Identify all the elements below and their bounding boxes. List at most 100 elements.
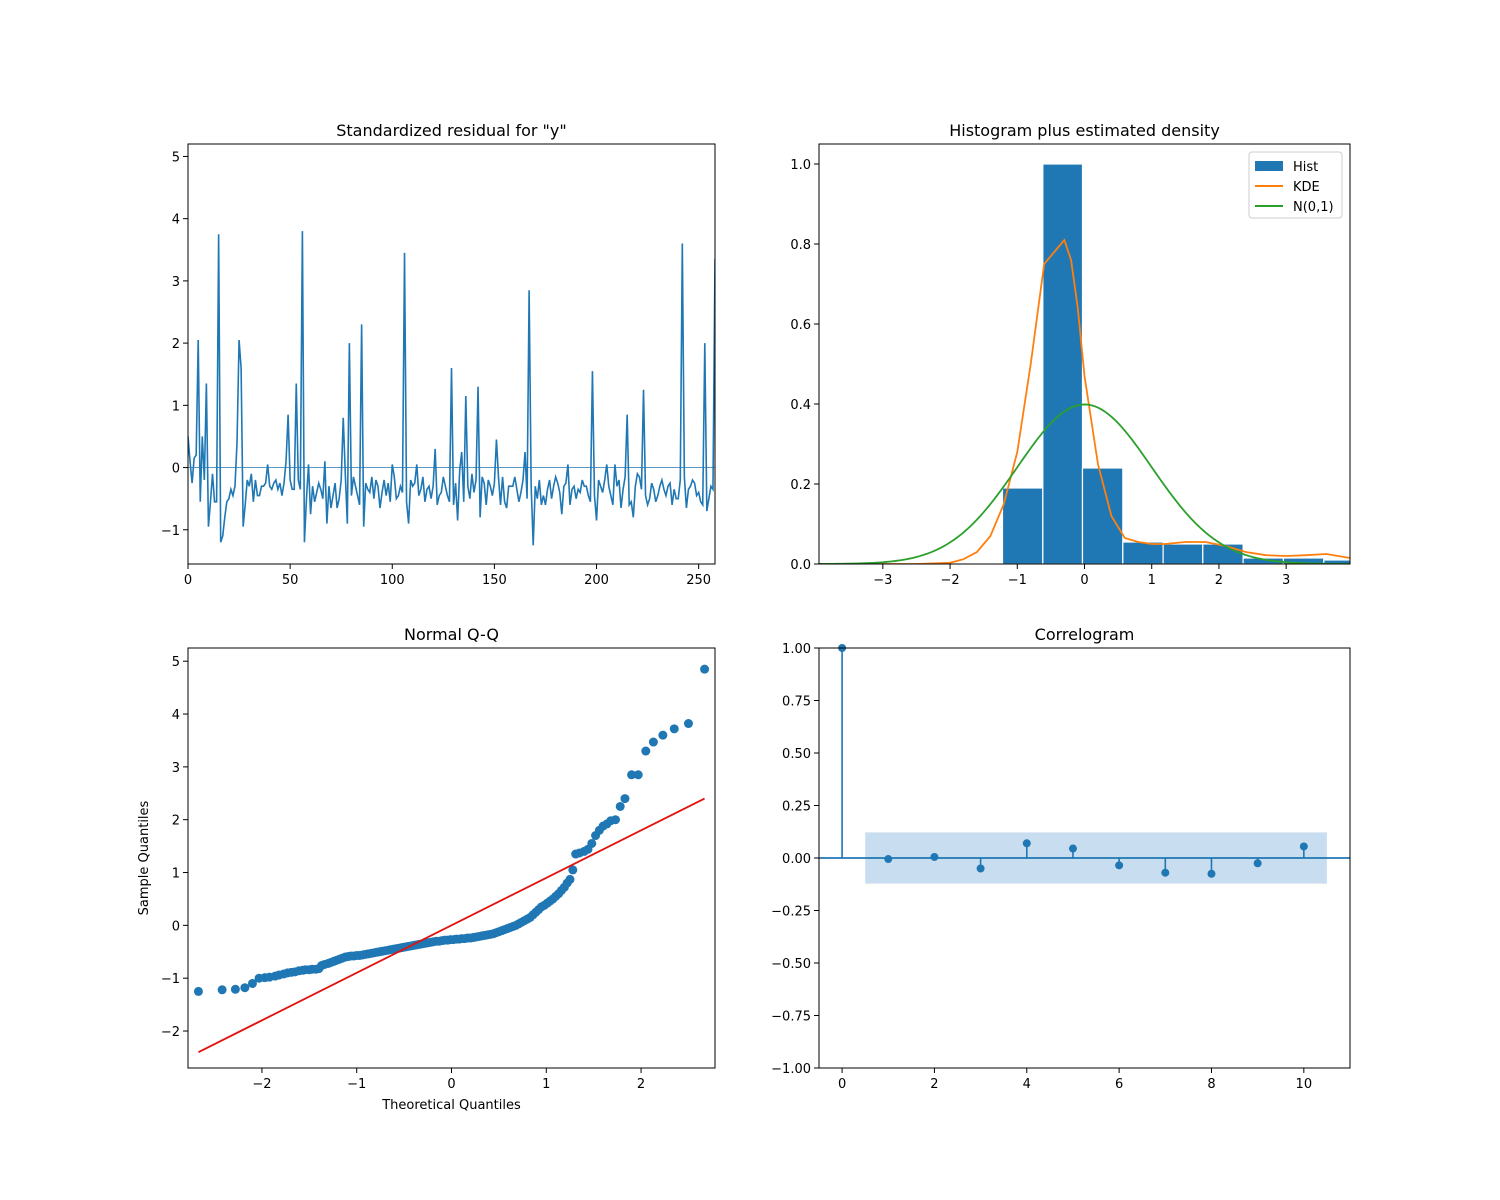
residual-x-tick-label: 250 <box>686 573 711 588</box>
acf-marker <box>1299 842 1308 851</box>
histogram-y-tick-label: 0.0 <box>790 558 811 573</box>
residual-x-tick-label: 50 <box>282 573 299 588</box>
residual-y-tick-label: 4 <box>172 213 180 228</box>
qq-point <box>700 664 710 674</box>
correlogram-y-tick-label: 0.75 <box>782 695 811 710</box>
qq-y-tick-label: 1 <box>172 867 180 882</box>
qq-point <box>565 874 575 884</box>
residual-y-tick-label: 3 <box>172 275 180 290</box>
acf-marker <box>930 852 939 861</box>
correlogram-frame <box>818 647 1351 1069</box>
qq-x-tick-label: 1 <box>542 1077 550 1092</box>
residual-x-tick-label: 0 <box>184 573 192 588</box>
residual-plot: Standardized residual for "y" 0 50 100 150 2… <box>161 121 716 588</box>
histogram-y-tick-label: 0.8 <box>790 238 811 253</box>
qq-y-tick-label: 0 <box>172 919 180 934</box>
histogram-bar <box>1042 163 1084 564</box>
histogram-y-tick-label: 0.6 <box>790 318 811 333</box>
histogram-y-tick-label: 1.0 <box>790 158 811 173</box>
acf-marker <box>1161 868 1170 877</box>
acf-marker <box>1207 869 1216 878</box>
legend-label: Hist <box>1293 160 1318 175</box>
normal-density-line <box>819 403 1350 564</box>
qq-y-tick-label: −1 <box>161 972 180 987</box>
qq-point <box>627 770 637 780</box>
residual-plot-title: Standardized residual for "y" <box>336 121 566 140</box>
legend-label: KDE <box>1293 180 1320 195</box>
residual-x-tick-label: 100 <box>380 573 405 588</box>
qq-x-axis-label: Theoretical Quantiles <box>381 1098 521 1113</box>
acf-marker <box>1022 839 1031 848</box>
histogram-x-tick-label: 1 <box>1148 573 1156 588</box>
qq-point <box>230 984 240 994</box>
residual-y-tick-label: 2 <box>172 337 180 352</box>
residual-series-line <box>188 231 715 546</box>
histogram-bar <box>1323 559 1350 564</box>
qq-point <box>669 724 679 734</box>
histogram-bar <box>1162 543 1204 564</box>
qq-point <box>633 770 643 780</box>
qq-x-tick-label: −1 <box>347 1077 366 1092</box>
correlogram-y-tick-label: −0.75 <box>771 1010 811 1025</box>
histogram-x-tick-label: −1 <box>1008 573 1027 588</box>
qq-point <box>615 801 625 811</box>
legend-swatch-hist <box>1255 161 1283 171</box>
correlogram-y-tick-label: −0.50 <box>771 957 811 972</box>
qq-point <box>648 737 658 747</box>
residual-x-tick-label: 200 <box>584 573 609 588</box>
correlogram-y-tick-label: 1.00 <box>782 642 811 657</box>
qq-point <box>247 978 257 988</box>
histogram-bar <box>1202 543 1244 564</box>
qq-y-tick-label: 3 <box>172 761 180 776</box>
correlogram-y-tick-label: −0.25 <box>771 905 811 920</box>
correlogram-x-tick-label: 8 <box>1207 1077 1215 1092</box>
histogram-bar <box>1122 541 1164 564</box>
histogram-x-tick-label: −2 <box>940 573 959 588</box>
acf-marker <box>1068 844 1077 853</box>
qq-point <box>193 986 203 996</box>
residual-frame <box>187 143 716 565</box>
histogram-x-tick-label: 2 <box>1215 573 1223 588</box>
histogram-plot: Histogram plus estimated density −3 −2 −1 0… <box>790 121 1351 588</box>
qq-reference-line <box>198 797 705 1053</box>
correlogram-y-tick-label: 0.25 <box>782 800 811 815</box>
histogram-bar <box>1001 487 1044 564</box>
qq-plot-title: Normal Q-Q <box>404 625 499 644</box>
acf-marker <box>884 855 893 864</box>
qq-x-tick-label: 0 <box>447 1077 455 1092</box>
residual-x-tick-label: 150 <box>482 573 507 588</box>
histogram-y-tick-label: 0.4 <box>790 398 811 413</box>
histogram-x-tick-label: −3 <box>873 573 892 588</box>
qq-point <box>683 719 693 729</box>
qq-point <box>620 794 630 804</box>
residual-y-tick-label: 0 <box>172 462 180 477</box>
qq-y-tick-label: −2 <box>161 1025 180 1040</box>
correlogram-x-tick-label: 0 <box>838 1077 846 1092</box>
qq-y-tick-label: 2 <box>172 814 180 829</box>
acf-marker <box>976 864 985 873</box>
correlogram-y-tick-label: 0.50 <box>782 747 811 762</box>
histogram-plot-title: Histogram plus estimated density <box>949 121 1220 140</box>
correlogram-x-tick-label: 2 <box>930 1077 938 1092</box>
acf-marker <box>1253 859 1262 868</box>
correlogram-y-tick-label: −1.00 <box>771 1062 811 1077</box>
acf-marker <box>1115 861 1124 870</box>
histogram-y-tick-label: 0.2 <box>790 478 811 493</box>
histogram-x-tick-label: 0 <box>1080 573 1088 588</box>
qq-point <box>610 815 620 825</box>
correlogram-x-tick-label: 10 <box>1296 1077 1313 1092</box>
qq-point <box>217 985 227 995</box>
qq-frame <box>187 647 716 1069</box>
correlogram-x-tick-label: 6 <box>1115 1077 1123 1092</box>
correlogram-plot: Correlogram 0 2 4 6 8 10 −1.00 −0.75 −0.50 −0.25 0… <box>771 625 1351 1092</box>
qq-y-tick-label: 5 <box>172 655 180 670</box>
legend-label: N(0,1) <box>1293 200 1334 215</box>
qq-y-axis-label: Sample Quantiles <box>137 800 152 915</box>
qq-plot: Normal Q-Q Theoretical Quantiles Sample … <box>137 625 716 1113</box>
correlogram-plot-title: Correlogram <box>1035 625 1135 644</box>
residual-y-tick-label: 1 <box>172 399 180 414</box>
qq-x-tick-label: −2 <box>252 1077 271 1092</box>
qq-x-tick-label: 2 <box>637 1077 645 1092</box>
residual-y-tick-label: −1 <box>161 524 180 539</box>
qq-point <box>658 730 668 740</box>
